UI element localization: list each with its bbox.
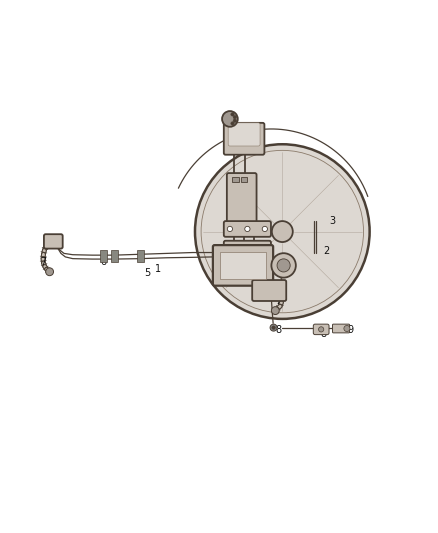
Bar — [241, 177, 247, 182]
FancyBboxPatch shape — [44, 234, 63, 248]
Text: 2: 2 — [323, 246, 329, 256]
Bar — [137, 250, 144, 262]
Circle shape — [272, 306, 279, 314]
Text: 10: 10 — [243, 266, 255, 276]
FancyBboxPatch shape — [224, 123, 265, 155]
Circle shape — [231, 122, 234, 125]
Bar — [111, 250, 118, 262]
FancyBboxPatch shape — [213, 245, 273, 286]
Circle shape — [262, 227, 268, 231]
Circle shape — [233, 119, 237, 123]
Text: 7: 7 — [40, 257, 46, 267]
Text: 4: 4 — [236, 207, 242, 217]
FancyBboxPatch shape — [313, 324, 329, 335]
Circle shape — [344, 326, 350, 332]
Bar — [232, 177, 239, 182]
FancyBboxPatch shape — [228, 123, 260, 146]
Circle shape — [272, 326, 276, 329]
Circle shape — [272, 253, 296, 278]
Circle shape — [318, 327, 324, 332]
Circle shape — [46, 268, 53, 276]
Text: 9: 9 — [347, 325, 353, 335]
FancyBboxPatch shape — [224, 221, 271, 237]
Circle shape — [227, 227, 233, 231]
Text: 11: 11 — [216, 244, 229, 254]
FancyBboxPatch shape — [332, 324, 350, 333]
Text: 8: 8 — [275, 325, 281, 335]
Bar — [100, 250, 107, 262]
FancyBboxPatch shape — [227, 173, 257, 224]
Circle shape — [272, 221, 293, 242]
FancyBboxPatch shape — [252, 280, 286, 301]
Circle shape — [195, 144, 370, 319]
FancyBboxPatch shape — [224, 241, 271, 254]
Circle shape — [222, 111, 238, 127]
Text: 8: 8 — [321, 329, 327, 339]
Circle shape — [277, 259, 290, 272]
Circle shape — [245, 227, 250, 231]
Circle shape — [270, 324, 277, 331]
Text: 6: 6 — [100, 257, 106, 267]
Circle shape — [233, 115, 237, 119]
Bar — [220, 252, 266, 279]
Text: 7: 7 — [275, 296, 281, 306]
Text: 3: 3 — [329, 216, 336, 225]
Text: 1: 1 — [155, 264, 161, 273]
Circle shape — [231, 112, 234, 116]
Text: 5: 5 — [144, 268, 150, 278]
Text: 12: 12 — [221, 257, 233, 267]
